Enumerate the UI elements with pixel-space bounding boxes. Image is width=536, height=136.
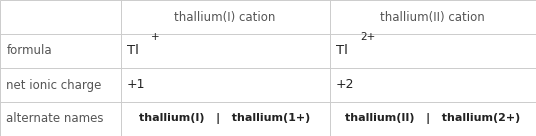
Text: thallium(II)   |   thallium(2+): thallium(II) | thallium(2+) (345, 114, 520, 124)
Text: net ionic charge: net ionic charge (6, 78, 102, 92)
Text: Tl: Tl (336, 44, 348, 58)
Text: thallium(II) cation: thallium(II) cation (381, 10, 485, 24)
Text: +: + (151, 32, 160, 42)
Text: 2+: 2+ (360, 32, 375, 42)
Text: +2: +2 (336, 78, 355, 92)
Text: formula: formula (6, 44, 52, 58)
Text: alternate names: alternate names (6, 112, 104, 126)
Text: thallium(I) cation: thallium(I) cation (174, 10, 276, 24)
Text: thallium(I)   |   thallium(1+): thallium(I) | thallium(1+) (139, 114, 311, 124)
Text: Tl: Tl (127, 44, 139, 58)
Text: +1: +1 (127, 78, 146, 92)
